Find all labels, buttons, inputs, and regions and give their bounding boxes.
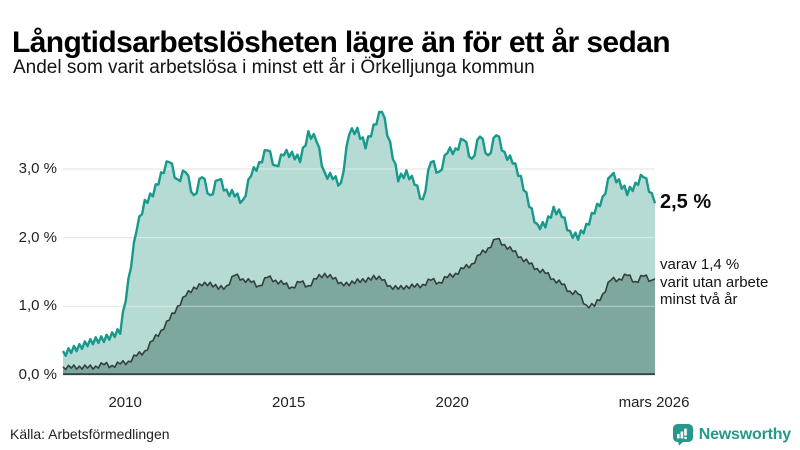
series-annotation-label: varav 1,4 % varit utan arbete minst två … bbox=[660, 256, 769, 308]
source-caption: Källa: Arbetsförmedlingen bbox=[10, 426, 170, 442]
x-tick-label: mars 2026 bbox=[618, 394, 690, 411]
y-tick-label: 1,0 % bbox=[18, 297, 57, 315]
line-min-two-years bbox=[62, 237, 656, 371]
y-tick-label: 3,0 % bbox=[18, 159, 57, 177]
series-end-value-label: 2,5 % bbox=[660, 191, 712, 213]
x-tick-label: 2020 bbox=[435, 394, 469, 411]
area-min-two-years bbox=[63, 238, 655, 375]
line-min-one-year bbox=[61, 110, 657, 357]
newsworthy-logo-icon bbox=[672, 424, 693, 446]
chart-subtitle: Andel som varit arbetslösa i minst ett å… bbox=[13, 57, 535, 78]
x-tick-label: 2015 bbox=[271, 394, 306, 411]
y-tick-label: 2,0 % bbox=[18, 228, 57, 246]
brand-lockup: Newsworthy bbox=[672, 423, 791, 446]
chart-title: Långtidsarbetslösheten lägre än för ett … bbox=[12, 26, 671, 60]
y-tick-label: 0,0 % bbox=[18, 366, 57, 383]
x-tick-label: 2010 bbox=[108, 394, 142, 411]
brand-name: Newsworthy bbox=[698, 425, 791, 443]
